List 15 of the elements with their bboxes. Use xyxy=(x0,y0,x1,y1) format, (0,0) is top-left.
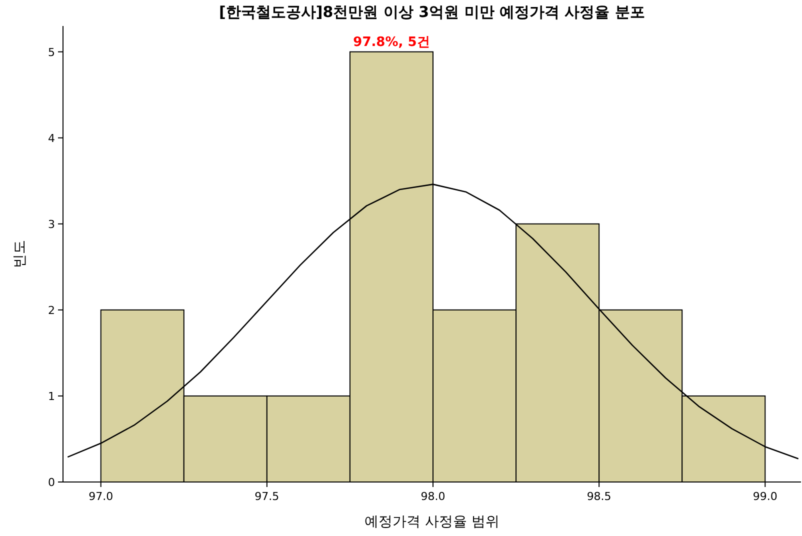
y-tick-label: 1 xyxy=(48,390,55,403)
annotation: 97.8%, 5건 xyxy=(353,34,430,50)
x-axis-title: 예정가격 사정율 범위 xyxy=(364,514,500,530)
x-tick-label: 99.0 xyxy=(752,490,778,503)
x-tick-label: 98.0 xyxy=(420,490,446,503)
y-tick-label: 4 xyxy=(48,132,55,145)
y-tick-label: 5 xyxy=(48,46,55,59)
x-tick-label: 97.5 xyxy=(254,490,280,503)
x-tick-label: 98.5 xyxy=(586,490,612,503)
y-axis-title: 빈도 xyxy=(12,240,28,268)
chart-title: [한국철도공사]8천만원 이상 3억원 미만 예정가격 사정율 분포 xyxy=(219,3,645,21)
y-tick-label: 0 xyxy=(48,476,55,489)
y-tick-label: 3 xyxy=(48,218,55,231)
x-tick-label: 97.0 xyxy=(88,490,114,503)
y-tick-label: 2 xyxy=(48,304,55,317)
